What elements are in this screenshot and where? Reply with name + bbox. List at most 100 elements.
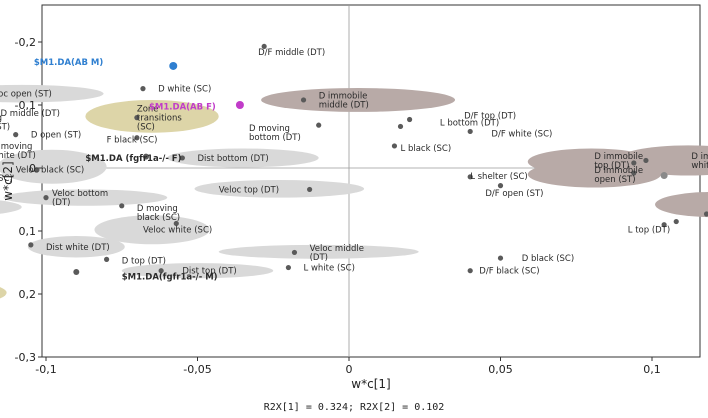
highlight-label-m1-da-ab-m: $M1.DA(AB M) [34,58,104,68]
point-label-d-immobile-open-st: D immobile open (ST) [594,166,643,185]
y-tick-label: -0,1 [15,99,36,112]
point-d-f-black-sc [467,268,473,274]
point-d-f-top-dt [407,116,413,123]
point-label-d-moving-bottom-dt: D moving bottom (DT) [249,124,301,143]
point-l-bottom-dt [397,123,404,130]
point-label-d-open-st: D open (ST) [31,131,81,141]
point-d-f-shelter-st [703,211,708,217]
point-d-f-middle-dt [261,43,267,50]
point-d-moving-black-sc [119,203,125,209]
point-label-dist-top-dt: Dist top (DT) [182,267,236,277]
point-label-d-f-top-dt: D/F top (DT) [464,112,516,122]
x-tick-label: -0,1 [35,363,56,376]
point-label-l-white-sc: L white (SC) [304,264,355,274]
point-label-f-black-sc: F black (SC) [107,136,158,146]
point-d-immobile-black-sc [673,218,679,225]
point-label-d-black-sc: D black (SC) [522,254,574,264]
y-tick-label: -0,3 [15,351,36,364]
point-d-immobile-middle-dt [300,97,307,103]
point-label-veloc-black-sc: Veloc black (SC) [16,165,85,175]
group-oval-zone-transitions-sc [85,99,219,133]
point-d-f-white-sc [467,128,473,135]
group-oval-zone-transitions-dt [0,287,7,299]
group-oval-d-immobile-open-st [527,161,662,188]
point-veloc-white-sc [173,220,179,227]
point-d-immobile-open-st [631,170,637,176]
x-tick-label: 0 [346,363,353,376]
point-d-white-sc [140,86,146,92]
x-axis-label: w*c[1] [351,377,390,391]
point-label-d-white-sc: D white (SC) [158,85,211,95]
point-dist-top-dt [158,268,164,274]
y-tick-label: 0,2 [19,288,37,301]
x-tick-label: 0,05 [488,363,513,376]
point-label-dist-white-dt: Dist white (DT) [46,243,110,253]
point-label-l-top-dt: L top (DT) [628,226,670,236]
point-label-f-white-sc: F white (SC) [0,174,13,184]
point-l-shelter-sc [467,174,473,180]
group-oval-veloc-bottom-dt [3,189,168,206]
x-tick-label: -0,05 [183,363,211,376]
point-label-veloc-open-st: Veloc open (ST) [0,90,52,100]
x-tick-label: 0,1 [643,363,661,376]
y-tick-label: 0 [29,162,36,175]
y-axis-label: w*c[2] [1,161,15,200]
point-label-d-f-white-sc: D/F white (SC) [491,129,552,139]
point-veloc-bottom-dt [43,195,49,201]
point-label-d-top-dt: D top (DT) [122,257,166,267]
point-dist-bottom-dt [179,155,185,161]
point-d-top-dt [104,256,110,262]
point-label-d-immobile-white-sc: D immobilewhite (SC) [691,152,708,171]
y-tick-label: -0,2 [15,36,36,49]
point-label-veloc-middle-dt: Veloc middle (DT) [310,244,364,263]
point-veloc-black-sc [34,167,40,173]
point-label-d-middle-dt: D middle (DT) [1,109,60,119]
point-d-black-sc [497,255,504,261]
point-l-black-sc [391,143,398,149]
point-label-veloc-white-sc: Veloc white (SC) [143,226,212,236]
point-label-veloc-top-dt: Veloc top (DT) [219,185,279,195]
point-l-top-dt [661,222,667,228]
highlight-label-m1-da-fgfr1a-f: $M1.DA (fgfr1a-/- F) [85,154,181,164]
point-d-immobile-top-dt [631,160,637,166]
point-label-d-immobile-top-dt: D immobile top (DT) [594,152,643,171]
highlight-label-m1-da-ab-f: $M1.DA(AB F) [149,102,216,112]
point-veloc-top-dt [307,186,313,193]
group-oval-veloc-middle-dt [218,244,419,259]
scatter-plot: -0,2-0,15-0,1-0,0500,050,10,150,2-0,2-0,… [0,4,708,391]
group-oval-veloc-arena-sc [0,200,22,214]
point-label-d-moving-black-sc: D moving black (SC) [137,204,180,223]
group-oval-d-immobile-black-sc [655,191,708,218]
point-label-dist-bottom-dt: Dist bottom (DT) [198,154,269,164]
point-label-d-f-middle-dt: D/F middle (DT) [258,48,325,58]
point-d-moving-bottom-dt [316,122,322,128]
point-label-l-black-sc: L black (SC) [401,144,452,154]
highlight-point-m1-da-fgfr1a-m [73,268,80,275]
highlight-point-m1-da-ab-m [169,61,178,70]
point-label-d-immobile-middle-dt: D immobile middle (DT) [319,91,369,110]
highlight-label-m1-da-fgfr1a-m: $M1.DA(fgfr1a-/- M) [122,272,218,282]
point-l-white-sc [285,264,291,271]
point-label-d-f-black-sc: D/F black (SC) [479,267,539,277]
point-label-d-moving-middle-st: D movingmiddle (ST) [0,114,10,133]
group-oval-veloc-open-st [0,84,104,103]
point-label-d-f-open-st: D/F open (ST) [485,189,543,199]
point-zone-transitions-sc [134,115,140,121]
group-oval-veloc-top-dt [194,179,365,198]
group-oval-veloc-white-sc [94,215,210,245]
point-dist-white-dt [28,242,34,248]
group-oval-dist-top-dt [121,263,274,279]
point-label-zone-transitions-sc: Zone transitions (SC) [137,105,182,133]
point-label-l-bottom-dt: L bottom (DT) [440,119,499,129]
point-d-f-open-st [497,183,504,189]
point-label-d-moving-white-dt: D movingwhite (DT) [0,142,36,161]
group-oval-dist-bottom-dt [167,148,319,168]
highlight-point-m1-da-fgfr1a-f [142,153,149,160]
highlight-point-m1-da-ab-f [235,101,244,109]
r2x-footer: R2X[1] = 0.324; R2X[2] = 0.102 [263,402,445,413]
y-tick-label: 0,1 [19,225,37,238]
point-f-black-sc [134,135,140,141]
group-oval-veloc-black-sc [0,149,107,184]
point-d-open-st [13,132,19,138]
point-label-veloc-bottom-dt: Veloc bottom (DT) [52,189,108,208]
